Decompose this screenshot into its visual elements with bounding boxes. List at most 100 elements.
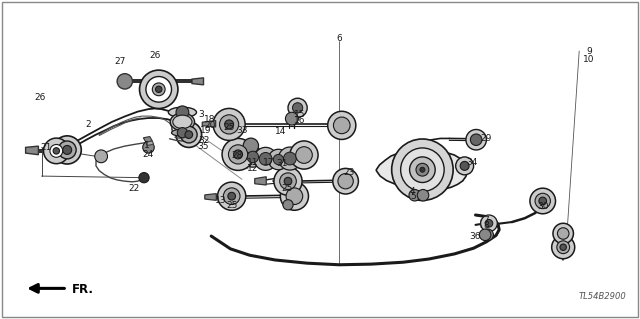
Text: 22: 22 [129, 184, 140, 193]
Circle shape [177, 128, 188, 138]
Polygon shape [481, 218, 497, 229]
Circle shape [44, 138, 69, 164]
Polygon shape [143, 137, 152, 142]
Text: 3: 3 [199, 110, 204, 119]
Text: 23: 23 [343, 168, 355, 177]
Text: 27: 27 [115, 57, 126, 66]
Text: 9: 9 [586, 47, 591, 56]
Circle shape [553, 223, 573, 244]
Circle shape [333, 168, 358, 194]
Text: 29: 29 [481, 134, 492, 143]
Text: 15: 15 [294, 110, 305, 119]
Circle shape [284, 177, 292, 185]
Circle shape [485, 219, 493, 227]
Text: 20: 20 [204, 121, 216, 130]
Circle shape [176, 122, 202, 147]
Text: 11: 11 [247, 158, 259, 167]
Circle shape [139, 173, 149, 183]
Circle shape [218, 182, 246, 210]
Text: 25: 25 [226, 201, 237, 210]
Polygon shape [146, 141, 154, 145]
Text: 5: 5 [410, 192, 415, 201]
Circle shape [328, 111, 356, 139]
Text: 26: 26 [35, 93, 46, 102]
Circle shape [223, 188, 240, 204]
Circle shape [460, 161, 469, 170]
Circle shape [479, 229, 491, 241]
Text: 7: 7 [484, 216, 489, 225]
Circle shape [338, 174, 353, 189]
Circle shape [222, 138, 254, 170]
Circle shape [243, 147, 263, 167]
Text: 24: 24 [143, 150, 154, 159]
Ellipse shape [170, 113, 195, 131]
Circle shape [288, 98, 307, 117]
Circle shape [557, 241, 570, 254]
Circle shape [228, 145, 248, 164]
Circle shape [333, 117, 350, 134]
Circle shape [213, 108, 245, 140]
Ellipse shape [173, 115, 192, 129]
Circle shape [176, 106, 189, 119]
Circle shape [557, 228, 569, 239]
Circle shape [410, 157, 435, 182]
Text: 19: 19 [200, 126, 212, 135]
Ellipse shape [172, 129, 193, 136]
Circle shape [228, 192, 236, 200]
Text: 28: 28 [231, 151, 243, 160]
Text: 34: 34 [467, 158, 478, 167]
Circle shape [535, 193, 550, 209]
Circle shape [481, 215, 497, 232]
Text: 30: 30 [537, 202, 548, 211]
Text: 14: 14 [275, 127, 286, 136]
Text: 18: 18 [204, 115, 216, 124]
Circle shape [482, 229, 493, 241]
Circle shape [180, 126, 197, 143]
Circle shape [560, 244, 566, 250]
Text: 21: 21 [40, 143, 52, 152]
Circle shape [392, 139, 453, 200]
Text: FR.: FR. [72, 283, 93, 296]
Circle shape [243, 138, 259, 153]
Circle shape [286, 188, 303, 204]
Circle shape [290, 141, 318, 169]
Circle shape [53, 136, 81, 164]
Polygon shape [192, 78, 204, 85]
Text: 2: 2 [86, 120, 91, 129]
Text: 33: 33 [236, 126, 248, 135]
Circle shape [254, 147, 277, 170]
Polygon shape [255, 177, 266, 185]
Circle shape [417, 189, 429, 201]
Circle shape [296, 147, 312, 163]
Text: TL54B2900: TL54B2900 [578, 293, 626, 301]
Circle shape [552, 236, 575, 259]
Circle shape [278, 147, 301, 170]
Circle shape [220, 115, 239, 134]
Circle shape [284, 152, 296, 165]
Text: 35: 35 [198, 142, 209, 151]
Circle shape [146, 77, 172, 102]
Text: 10: 10 [583, 55, 595, 63]
Circle shape [466, 130, 486, 150]
Circle shape [185, 131, 193, 138]
Text: 6: 6 [337, 34, 342, 43]
Circle shape [280, 173, 296, 189]
Text: 8: 8 [484, 221, 489, 230]
Text: 16: 16 [294, 116, 305, 125]
Text: 12: 12 [247, 164, 259, 173]
Circle shape [539, 197, 547, 205]
Circle shape [259, 152, 272, 165]
Circle shape [273, 154, 284, 165]
Text: 32: 32 [198, 137, 209, 145]
Circle shape [53, 148, 60, 154]
Circle shape [117, 74, 132, 89]
Circle shape [152, 83, 165, 96]
Circle shape [95, 150, 108, 163]
Circle shape [283, 200, 293, 210]
Text: 13: 13 [215, 196, 227, 205]
Text: 31: 31 [276, 159, 287, 168]
Circle shape [140, 70, 178, 108]
Circle shape [268, 149, 289, 170]
Circle shape [292, 103, 303, 113]
Text: 36: 36 [469, 232, 481, 241]
